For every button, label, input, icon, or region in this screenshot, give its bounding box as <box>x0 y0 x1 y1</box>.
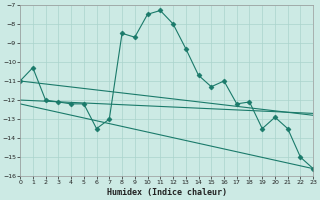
X-axis label: Humidex (Indice chaleur): Humidex (Indice chaleur) <box>107 188 227 197</box>
